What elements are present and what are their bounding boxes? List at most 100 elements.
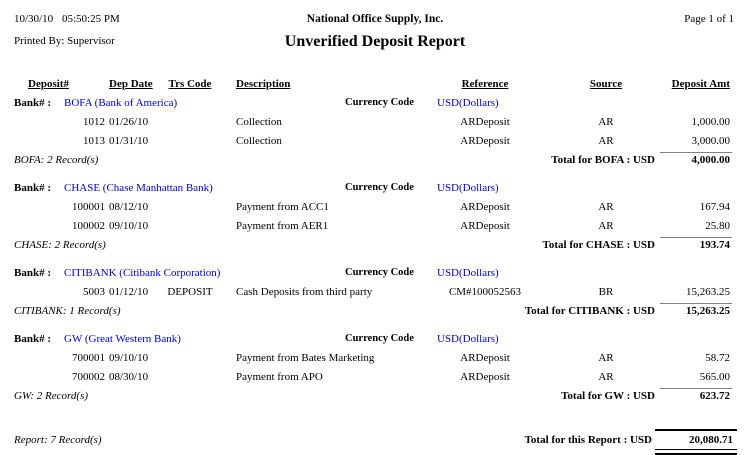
print-time: 05:50:25 PM	[62, 13, 120, 25]
currency-code-label: Currency Code	[345, 182, 414, 193]
cell-source: AR	[598, 352, 614, 364]
col-header-trs-code: Trs Code	[168, 78, 212, 90]
cell-reference: ARDeposit	[460, 220, 510, 232]
bank-header-row: Bank# : BOFA (Bank of America) Currency Co…	[0, 95, 750, 114]
bank-name: CITIBANK (Citibank Corporation)	[64, 267, 221, 279]
bank-total-label: Total for GW : USD	[561, 390, 655, 402]
table-row: 100002 09/10/10 Payment from AER1 ARDeposit…	[0, 218, 750, 237]
report-page-header: 10/30/10 05:50:25 PM National Office Sup…	[0, 0, 750, 60]
cell-description: Payment from ACC1	[236, 201, 329, 213]
bank-header-row: Bank# : CITIBANK (Citibank Corporation) Cu…	[0, 265, 750, 284]
cell-source: BR	[598, 286, 614, 298]
cell-deposit-amt: 3,000.00	[691, 135, 731, 147]
bank-number-label: Bank# :	[14, 267, 51, 279]
cell-description: Payment from APO	[236, 371, 323, 383]
currency-code-label: Currency Code	[345, 333, 414, 344]
currency-code-label: Currency Code	[345, 97, 414, 108]
currency-code-label: Currency Code	[345, 267, 414, 278]
bank-name: BOFA (Bank of America)	[64, 97, 178, 109]
cell-deposit-amt: 58.72	[705, 352, 730, 364]
table-row: 700001 09/10/10 Payment from Bates Marketi…	[0, 350, 750, 369]
cell-dep-date: 01/26/10	[109, 116, 149, 128]
bank-record-count: CITIBANK: 1 Record(s)	[14, 305, 121, 317]
bank-number-label: Bank# :	[14, 97, 51, 109]
cell-deposit-no: 700001	[72, 352, 105, 364]
cell-deposit-no: 5003	[83, 286, 105, 298]
bank-subtotal-row: CITIBANK: 1 Record(s) Total for CITIBANK …	[0, 303, 750, 322]
cell-description: Cash Deposits from third party	[236, 286, 373, 298]
col-header-source: Source	[589, 78, 623, 90]
col-header-dep-date: Dep Date	[109, 78, 153, 90]
bank-name: CHASE (Chase Manhattan Bank)	[64, 182, 213, 194]
cell-description: Payment from AER1	[236, 220, 329, 232]
cell-deposit-amt: 1,000.00	[691, 116, 731, 128]
print-date: 10/30/10	[14, 13, 54, 25]
col-header-description: Description	[236, 78, 291, 90]
cell-source: AR	[598, 201, 614, 213]
currency-code-value: USD(Dollars)	[437, 333, 499, 345]
table-row: 1013 01/31/10 Collection ARDeposit AR 3,000.0…	[0, 133, 750, 152]
cell-dep-date: 08/12/10	[109, 201, 149, 213]
cell-source: AR	[598, 116, 614, 128]
grand-total-row: Total for this Report : USD 20,080.71 Repo…	[0, 429, 750, 455]
bank-total-label: Total for CHASE : USD	[542, 239, 655, 251]
bank-subtotal-row: CHASE: 2 Record(s) Total for CHASE : USD 1…	[0, 237, 750, 256]
bank-total-amount: 4,000.00	[691, 154, 731, 166]
cell-deposit-no: 1012	[83, 116, 105, 128]
grand-total-amount: 20,080.71	[689, 434, 733, 446]
bank-total-amount: 623.72	[699, 390, 730, 402]
cell-reference: ARDeposit	[460, 116, 510, 128]
cell-source: AR	[598, 135, 614, 147]
table-row: 1012 01/26/10 Collection ARDeposit AR 1,000.0…	[0, 114, 750, 133]
subtotal-rule	[660, 303, 732, 304]
subtotal-rule	[660, 388, 732, 389]
bank-number-label: Bank# :	[14, 182, 51, 194]
grand-total-label: Total for this Report : USD	[524, 434, 652, 446]
printed-by: Printed By: Supervisor	[14, 35, 115, 47]
cell-dep-date: 01/12/10	[109, 286, 149, 298]
report-record-count: Report: 7 Record(s)	[14, 434, 102, 446]
cell-deposit-no: 700002	[72, 371, 105, 383]
page-title: Unverified Deposit Report	[284, 33, 466, 50]
currency-code-value: USD(Dollars)	[437, 97, 499, 109]
table-row: 5003 01/12/10 DEPOSIT Cash Deposits from th…	[0, 284, 750, 303]
group-spacer	[0, 171, 750, 180]
bank-number-label: Bank# :	[14, 333, 51, 345]
cell-deposit-no: 100001	[72, 201, 105, 213]
cell-dep-date: 09/10/10	[109, 352, 149, 364]
grand-total-rule-bottom	[655, 449, 737, 455]
col-header-deposit-no: Deposit#	[28, 78, 69, 90]
cell-dep-date: 08/30/10	[109, 371, 149, 383]
bank-subtotal-row: GW: 2 Record(s) Total for GW : USD 623.72	[0, 388, 750, 407]
table-row: 700002 08/30/10 Payment from APO ARDeposit A…	[0, 369, 750, 388]
bank-record-count: CHASE: 2 Record(s)	[14, 239, 106, 251]
report-body: Deposit# Dep Date Trs Code Description Refer…	[0, 76, 750, 455]
cell-dep-date: 09/10/10	[109, 220, 149, 232]
cell-description: Collection	[236, 116, 282, 128]
bank-name: GW (Great Western Bank)	[64, 333, 181, 345]
group-spacer	[0, 256, 750, 265]
bank-header-row: Bank# : CHASE (Chase Manhattan Bank) Curre…	[0, 180, 750, 199]
cell-source: AR	[598, 371, 614, 383]
cell-reference: CM#100052563	[448, 286, 522, 298]
table-row: 100001 08/12/10 Payment from ACC1 ARDeposit…	[0, 199, 750, 218]
bank-total-amount: 15,263.25	[686, 305, 730, 317]
bank-record-count: BOFA: 2 Record(s)	[14, 154, 99, 166]
grand-total-spacer	[0, 407, 750, 429]
bank-total-amount: 193.74	[699, 239, 730, 251]
col-header-reference: Reference	[461, 78, 509, 90]
table-column-headers: Deposit# Dep Date Trs Code Description Refer…	[0, 76, 750, 95]
cell-deposit-no: 1013	[83, 135, 105, 147]
cell-deposit-amt: 15,263.25	[686, 286, 730, 298]
grand-total-rule-top	[655, 429, 737, 431]
bank-subtotal-row: BOFA: 2 Record(s) Total for BOFA : USD 4,0…	[0, 152, 750, 171]
bank-total-label: Total for BOFA : USD	[551, 154, 655, 166]
subtotal-rule	[660, 152, 732, 153]
cell-deposit-amt: 167.94	[699, 201, 730, 213]
currency-code-value: USD(Dollars)	[437, 182, 499, 194]
page-indicator: Page 1 of 1	[684, 13, 734, 25]
col-header-deposit-amt: Deposit Amt	[671, 78, 730, 90]
cell-deposit-amt: 565.00	[699, 371, 730, 383]
cell-description: Collection	[236, 135, 282, 147]
currency-code-value: USD(Dollars)	[437, 267, 499, 279]
